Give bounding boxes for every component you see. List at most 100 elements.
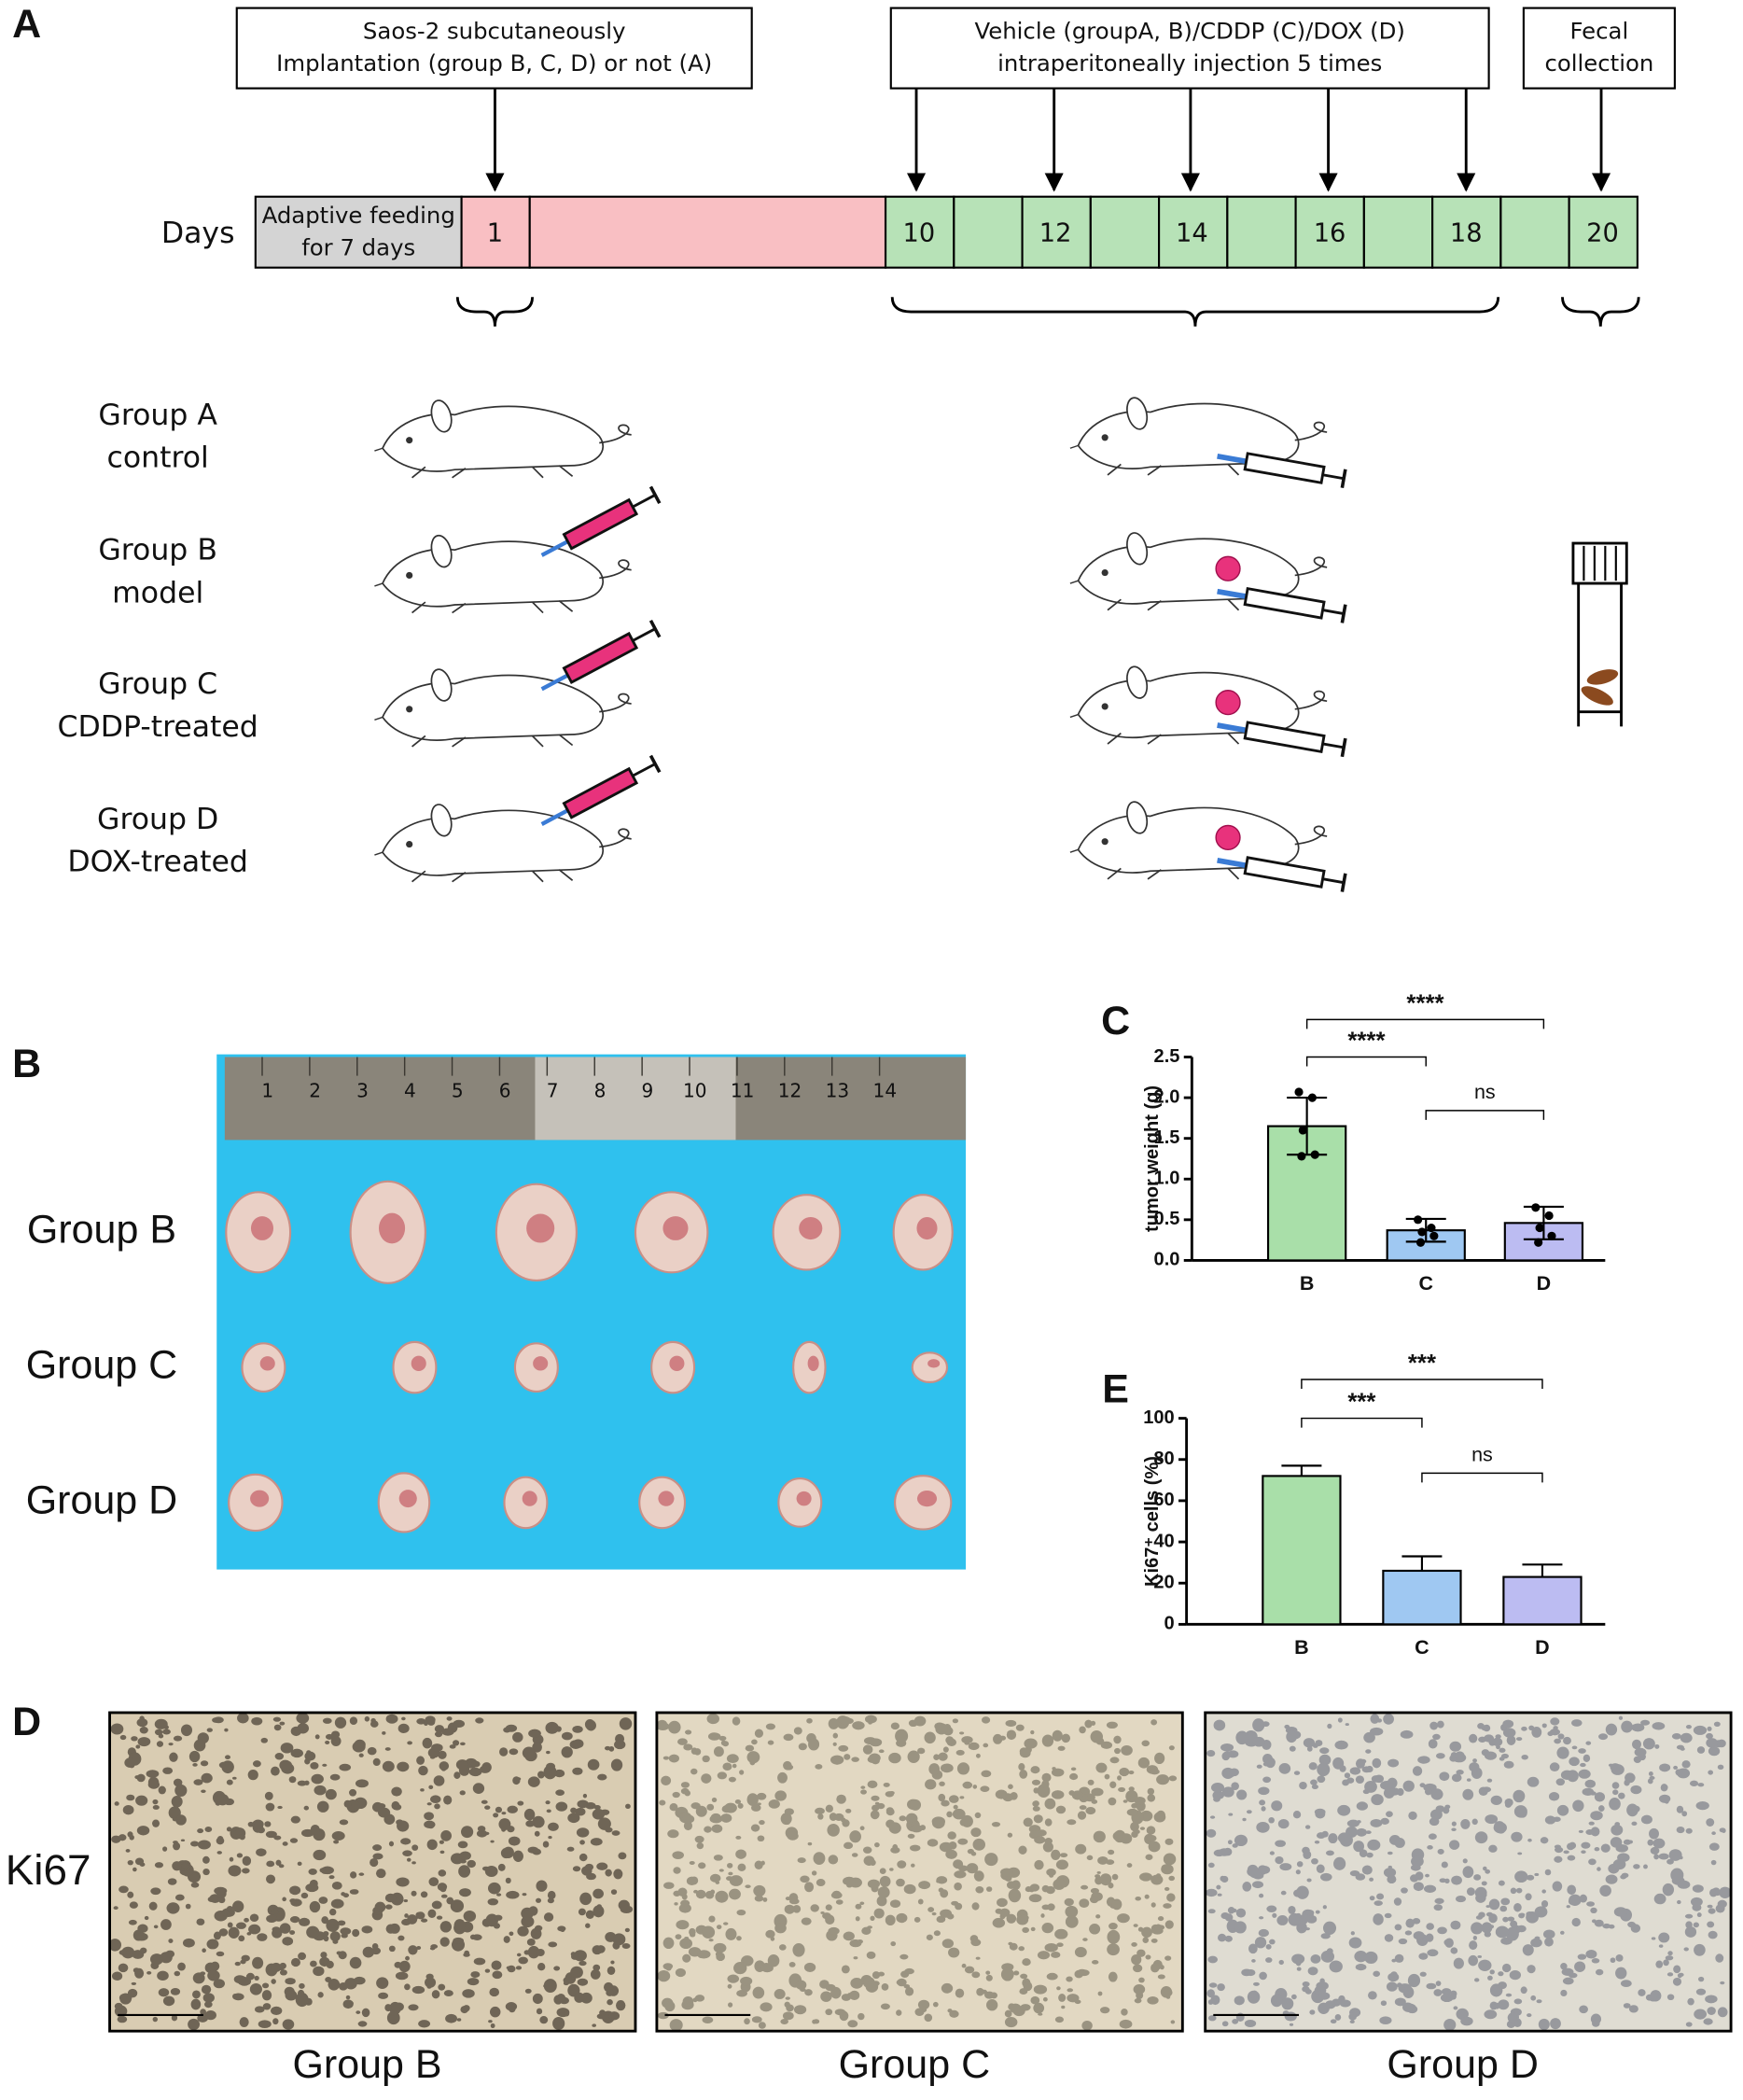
nucleus (1350, 1931, 1355, 1936)
nucleus (193, 1779, 203, 1785)
nucleus (1473, 1978, 1480, 1982)
nucleus (425, 1977, 437, 1988)
nucleus (1326, 1948, 1333, 1954)
nucleus (1677, 1899, 1681, 1905)
nucleus (388, 1841, 395, 1847)
nucleus (1033, 1984, 1048, 1995)
nucleus (1042, 1841, 1053, 1853)
nucleus (706, 1803, 715, 1811)
nucleus (1443, 1939, 1454, 1947)
nucleus (108, 1939, 122, 1952)
nucleus (783, 1760, 792, 1771)
nucleus (329, 1773, 341, 1781)
nucleus (1059, 1853, 1068, 1858)
ruler-number: 2 (309, 1079, 321, 1101)
nucleus (1093, 1830, 1106, 1843)
nucleus (1430, 1788, 1443, 1800)
nucleus (707, 1732, 721, 1741)
nucleus (1207, 1999, 1214, 2005)
nucleus (784, 1904, 795, 1914)
nucleus (713, 1746, 724, 1757)
x-tick-label: C (1418, 1272, 1433, 1295)
nucleus (388, 1945, 396, 1953)
nucleus (986, 1999, 998, 2011)
nucleus (484, 1805, 491, 1810)
nucleus (970, 1851, 977, 1856)
nucleus (1429, 1721, 1439, 1730)
nucleus (1582, 1787, 1595, 1797)
caption: Group B (292, 2042, 441, 2087)
nucleus (524, 1988, 532, 1994)
nucleus (325, 1976, 332, 1982)
nucleus (924, 1731, 936, 1744)
nucleus (1449, 1840, 1460, 1850)
nucleus (561, 1731, 573, 1741)
nucleus (1309, 2009, 1316, 2015)
nucleus (1662, 1785, 1668, 1790)
nucleus (242, 1855, 252, 1866)
nucleus (371, 1942, 379, 1950)
nucleus (125, 1849, 131, 1853)
nucleus (1560, 1930, 1565, 1935)
nucleus (684, 1936, 690, 1940)
nucleus (362, 1946, 374, 1958)
nucleus (1133, 1924, 1138, 1927)
nucleus (524, 1910, 534, 1918)
nucleus (859, 1826, 865, 1830)
nucleus (926, 1934, 933, 1940)
nucleus (228, 1926, 240, 1939)
nucleus (812, 2019, 816, 2024)
nucleus (1402, 1986, 1415, 1999)
nucleus (1301, 1926, 1306, 1931)
nucleus (1362, 1788, 1370, 1795)
nucleus (352, 1928, 360, 1938)
nucleus (1605, 1874, 1618, 1884)
ruler-number: 10 (683, 1079, 707, 1101)
nucleus (1717, 1739, 1726, 1748)
nucleus (1507, 1916, 1515, 1922)
nucleus (290, 1726, 302, 1737)
nucleus (251, 1716, 263, 1726)
nucleus (177, 1962, 186, 1971)
nucleus (694, 1835, 704, 1843)
nucleus (1135, 1896, 1142, 1901)
timeline-cell (254, 195, 463, 269)
nucleus (1100, 1741, 1113, 1749)
nucleus (959, 1818, 968, 1827)
nucleus (867, 1925, 873, 1929)
nucleus (1600, 1843, 1611, 1853)
nucleus (328, 1875, 335, 1880)
nucleus (1684, 1926, 1697, 1938)
nucleus (1133, 1983, 1146, 1995)
nucleus (402, 1850, 412, 1856)
nucleus (762, 1897, 768, 1902)
nucleus (384, 1893, 397, 1903)
nucleus (1697, 1976, 1705, 1982)
nucleus (1684, 1913, 1694, 1919)
nucleus (527, 1846, 539, 1854)
nucleus (439, 1840, 444, 1844)
nucleus (1650, 1846, 1660, 1855)
nucleus (522, 1893, 527, 1897)
nucleus (560, 1927, 565, 1932)
nucleus (579, 1960, 587, 1967)
nucleus (451, 1854, 460, 1864)
nucleus (1252, 1718, 1265, 1732)
significance-label: **** (1347, 1029, 1386, 1055)
nucleus (475, 1717, 484, 1724)
nucleus (1466, 1778, 1471, 1782)
nucleus (720, 1813, 732, 1823)
nucleus (746, 1793, 759, 1807)
nucleus (258, 2020, 272, 2029)
nucleus (681, 1894, 688, 1900)
nucleus (119, 1950, 127, 1955)
nucleus (1166, 1893, 1176, 1902)
nucleus (807, 1841, 813, 1846)
nucleus (576, 1827, 590, 1838)
nucleus (1314, 1808, 1326, 1815)
nucleus (555, 1801, 568, 1812)
nucleus (572, 1726, 583, 1733)
nucleus (680, 1899, 690, 1907)
nucleus (1311, 1784, 1318, 1789)
nucleus (154, 1718, 168, 1729)
